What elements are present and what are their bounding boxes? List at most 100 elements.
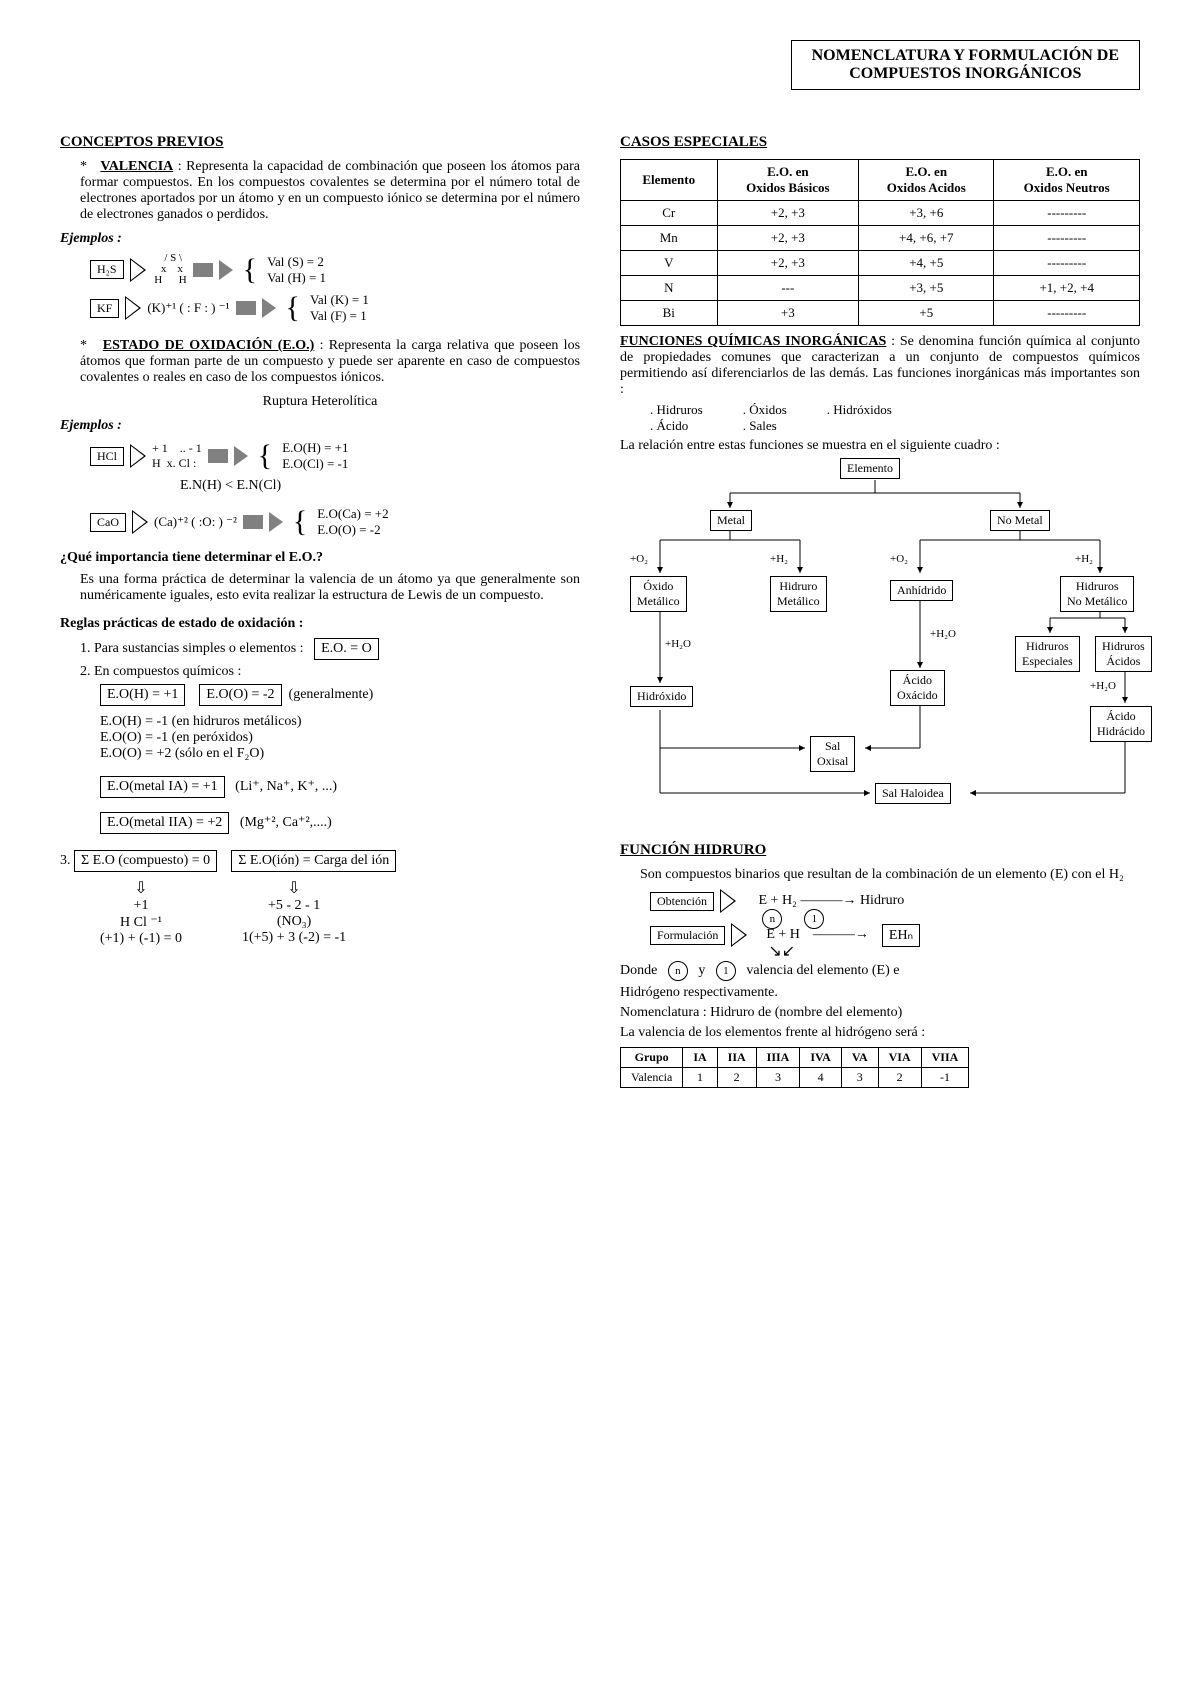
valtable-row-grupo: Grupo IAIIAIIIAIVAVAVIAVIIA <box>621 1048 969 1068</box>
brace-icon: { <box>293 512 307 532</box>
node-hidruro-metalico: Hidruro Metálico <box>770 576 827 612</box>
rule-2-box-h: E.O(H) = +1 <box>100 684 185 706</box>
donde-rest: valencia del elemento (E) e <box>746 963 899 978</box>
estado-paragraph: * ESTADO DE OXIDACIÓN (E.O.) : Represent… <box>60 338 580 386</box>
rule-2-exc-2: E.O(O) = -1 (en peróxidos) <box>100 730 580 746</box>
fn-sales: . Sales <box>743 418 787 434</box>
cao-eo-ca: E.O(Ca) = +2 <box>317 506 388 521</box>
hcl-box: HCl <box>90 447 124 466</box>
donde-line2: Hidrógeno respectivamente. <box>620 985 1140 1001</box>
table-cell: +3 <box>717 301 859 326</box>
table-cell: +4, +5 <box>859 251 994 276</box>
arrow-shaft <box>193 263 213 277</box>
table-cell: --------- <box>994 301 1140 326</box>
casos-tbody: Cr+2, +3+3, +6---------Mn+2, +3+4, +6, +… <box>621 201 1140 326</box>
title-line2: COMPUESTOS INORGÁNICOS <box>812 65 1119 83</box>
table-cell: +3, +6 <box>859 201 994 226</box>
donde-line: Donde n y 1 valencia del elemento (E) e <box>620 961 1140 981</box>
formulacion-eq: n 1 E + H ↘↙ <box>766 927 800 943</box>
obtencion-row: Obtención E + H₂ ———→ Hidruro <box>650 889 1140 913</box>
funciones-paragraph: FUNCIONES QUÍMICAS INORGÁNICAS : Se deno… <box>620 334 1140 398</box>
arrow-head-icon <box>262 298 276 318</box>
importancia-text: Es una forma práctica de determinar la v… <box>60 572 580 604</box>
table-header: E.O. enOxidos Básicos <box>717 160 859 201</box>
h2s-vals: Val (S) = 2 Val (H) = 1 <box>267 254 326 286</box>
table-cell: +3, +5 <box>859 276 994 301</box>
arrow-icon <box>130 258 146 282</box>
formulacion-box: Formulación <box>650 926 725 945</box>
circle-n-icon: n <box>762 909 782 929</box>
heading-conceptos: CONCEPTOS PREVIOS <box>60 134 580 151</box>
arrow-shaft <box>236 301 256 315</box>
table-row: N---+3, +5+1, +2, +4 <box>621 276 1140 301</box>
table-cell: +2, +3 <box>717 201 859 226</box>
node-hidruros-especiales: Hidruros Especiales <box>1015 636 1080 672</box>
rule-3-ex-hcl: ⇩ +1 H Cl ⁻¹ (+1) + (-1) = 0 <box>100 878 182 947</box>
funciones-term: FUNCIONES QUÍMICAS INORGÁNICAS <box>620 334 886 349</box>
valtable-intro: La valencia de los elementos frente al h… <box>620 1025 1140 1041</box>
rule-3-ex-no3: ⇩ +5 - 2 - 1 (NO₃) 1(+5) + 3 (-2) = -1 <box>242 878 346 947</box>
fn-col3: . Hidróxidos <box>827 402 892 434</box>
brace-icon: { <box>286 298 300 318</box>
kf-ions: (K)⁺¹ ( : F : ) ⁻¹ <box>147 300 229 316</box>
arrow-head-icon <box>234 446 248 466</box>
table-header: E.O. enOxidos Acidos <box>859 160 994 201</box>
form-eq-left: E + H <box>766 927 800 942</box>
hcl-eo-cl: E.O(Cl) = -1 <box>282 456 348 471</box>
label-h2-1: +H₂ <box>770 553 788 565</box>
page-title: NOMENCLATURA Y FORMULACIÓN DE COMPUESTOS… <box>791 40 1140 90</box>
table-row: Mn+2, +3+4, +6, +7--------- <box>621 226 1140 251</box>
heading-casos: CASOS ESPECIALES <box>620 134 1140 151</box>
rule-2-metal-iia: E.O(metal IIA) = +2 (Mg⁺², Ca⁺²,....) <box>60 812 580 834</box>
rule-3-box-compound: Σ E.O (compuesto) = 0 <box>74 850 217 872</box>
cao-eo-o: E.O(O) = -2 <box>317 522 380 537</box>
arrow-icon <box>731 923 747 947</box>
kf-vals: Val (K) = 1 Val (F) = 1 <box>310 292 369 324</box>
label-h2o-2: +H₂O <box>930 628 956 640</box>
table-cell: --------- <box>994 251 1140 276</box>
r3-ex2-l2: (NO₃) <box>242 914 346 930</box>
arrow-shaft <box>208 449 228 463</box>
r3-ex2-l3: 1(+5) + 3 (-2) = -1 <box>242 930 346 946</box>
node-metal: Metal <box>710 510 752 531</box>
node-anhidrido: Anhídrido <box>890 580 953 601</box>
kf-val-k: Val (K) = 1 <box>310 292 369 307</box>
valtable-group-cell: IA <box>683 1048 717 1068</box>
rule-2-metal-ia: E.O(metal IA) = +1 (Li⁺, Na⁺, K⁺, ...) <box>60 776 580 798</box>
donde-label: Donde <box>620 963 657 978</box>
relacion-text: La relación entre estas funciones se mue… <box>620 438 1140 454</box>
example-h2s: H₂S / S \ x x H H { Val (S) = 2 Val (H) … <box>90 253 580 286</box>
valtable-val-cell: 2 <box>717 1068 756 1088</box>
node-acido-hidracido: Ácido Hidrácido <box>1090 706 1152 742</box>
rule-2-gen: (generalmente) <box>289 687 374 702</box>
importancia-heading: ¿Qué importancia tiene determinar el E.O… <box>60 550 580 566</box>
h2s-lewis: / S \ x x H H <box>152 253 187 286</box>
valtable-val-cell: 1 <box>683 1068 717 1088</box>
table-row: Cr+2, +3+3, +6--------- <box>621 201 1140 226</box>
node-sal-oxisal: Sal Oxisal <box>810 736 855 772</box>
node-nometal: No Metal <box>990 510 1050 531</box>
table-cell: Mn <box>621 226 718 251</box>
rule-2-text: 2. En compuestos químicos : <box>60 664 580 680</box>
fn-oxidos: . Óxidos <box>743 402 787 418</box>
en-relation: E.N(H) < E.N(Cl) <box>180 478 580 494</box>
example-hcl: HCl + 1 .. - 1 H x. Cl : { E.O(H) = +1 E… <box>90 440 580 472</box>
donde-y: y <box>698 963 705 978</box>
rule-3: 3. Σ E.O (compuesto) = 0 Σ E.O(ión) = Ca… <box>60 850 580 872</box>
valtable-group-cell: IVA <box>800 1048 841 1068</box>
brace-icon: { <box>258 446 272 466</box>
ejemplos-label-2: Ejemplos : <box>60 418 580 434</box>
rule-3-examples: ⇩ +1 H Cl ⁻¹ (+1) + (-1) = 0 ⇩ +5 - 2 - … <box>100 878 580 947</box>
node-hidroxido: Hidróxido <box>630 686 693 707</box>
brace-icon: { <box>243 260 257 280</box>
table-cell: Bi <box>621 301 718 326</box>
fn-acido: . Ácido <box>650 418 703 434</box>
estado-term: ESTADO DE OXIDACIÓN (E.O.) <box>103 338 315 353</box>
valencia-paragraph: * VALENCIA : Representa la capacidad de … <box>60 159 580 223</box>
valtable-val-cell: 2 <box>878 1068 921 1088</box>
label-h2o-3: +H₂O <box>1090 680 1116 692</box>
ruptura-label: Ruptura Heterolítica <box>60 394 580 410</box>
arrow-icon <box>130 444 146 468</box>
valencia-table: Grupo IAIIAIIIAIVAVAVIAVIIA Valencia 123… <box>620 1047 969 1088</box>
kf-box: KF <box>90 299 119 318</box>
